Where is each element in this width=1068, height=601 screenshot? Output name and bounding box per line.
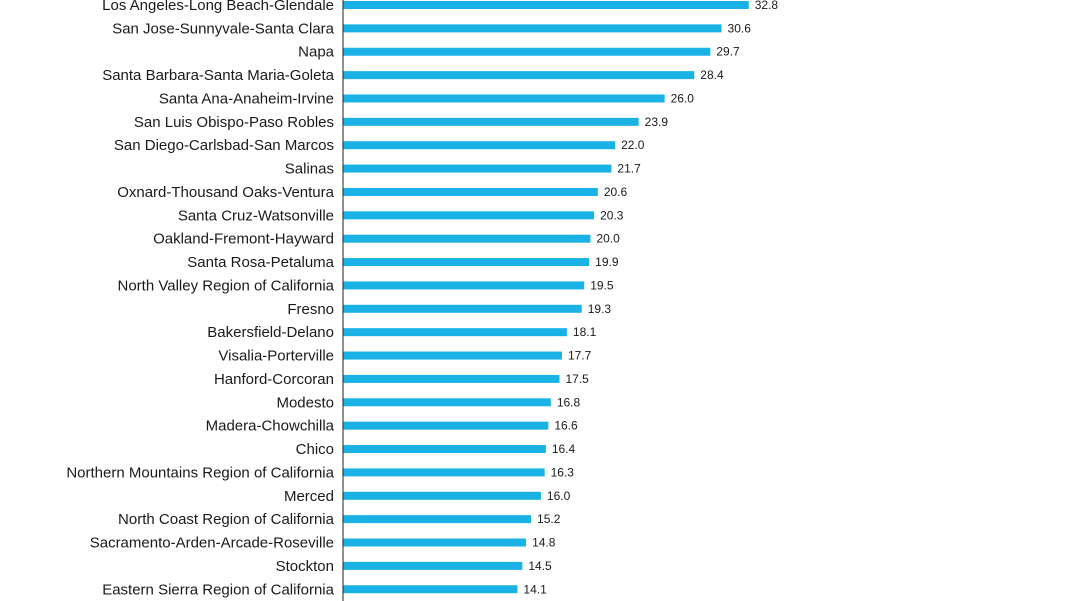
bar [343, 187, 598, 196]
bar [343, 304, 582, 313]
category-label: Fresno [287, 301, 334, 318]
bar [343, 491, 541, 500]
value-label: 26.0 [671, 91, 695, 105]
value-label: 19.9 [595, 255, 619, 269]
bar [343, 585, 518, 594]
category-label: Salinas [285, 161, 334, 178]
value-label: 16.4 [552, 442, 576, 456]
bar [343, 1, 749, 9]
category-label: Eastern Sierra Region of California [102, 581, 334, 598]
value-label: 14.1 [523, 582, 547, 596]
value-label: 28.4 [700, 68, 724, 82]
bar [343, 211, 595, 220]
category-label: Modesto [276, 394, 334, 411]
bar [343, 328, 567, 337]
bar [343, 515, 532, 524]
bar [343, 141, 616, 150]
value-label: 20.0 [596, 232, 620, 246]
category-label: Los Angeles-Long Beach-Glendale [102, 0, 334, 14]
bar [343, 24, 722, 33]
value-label: 14.8 [532, 536, 556, 550]
bar [343, 117, 639, 126]
category-label: Northern Mountains Region of California [66, 464, 334, 481]
value-label: 17.5 [565, 372, 589, 386]
value-label: 16.3 [551, 465, 575, 479]
bar [343, 351, 562, 360]
category-label: Santa Barbara-Santa Maria-Goleta [102, 67, 334, 84]
category-label: Napa [298, 44, 335, 61]
value-label: 18.1 [573, 325, 597, 339]
category-labels-layer: Los Angeles-Long Beach-Glendale San Jose-… [66, 0, 334, 598]
category-label: North Coast Region of California [118, 511, 335, 528]
category-label: Stockton [276, 558, 334, 575]
bar [343, 398, 551, 407]
category-label: Oakland-Fremont-Hayward [153, 231, 334, 248]
bar [343, 468, 545, 477]
category-label: North Valley Region of California [118, 277, 335, 294]
bar [343, 538, 527, 547]
value-label: 23.9 [645, 115, 669, 129]
category-label: Santa Rosa-Petaluma [187, 254, 334, 271]
bar [343, 94, 665, 103]
category-label: Chico [296, 441, 334, 458]
category-label: San Luis Obispo-Paso Robles [134, 114, 334, 131]
bar [343, 47, 711, 56]
bar [343, 164, 612, 173]
category-label: Santa Ana-Anaheim-Irvine [159, 90, 334, 107]
category-label: San Diego-Carlsbad-San Marcos [114, 137, 334, 154]
bar [343, 421, 549, 430]
bar [343, 281, 585, 290]
value-label: 20.6 [604, 185, 628, 199]
value-label: 15.2 [537, 512, 561, 526]
value-labels-layer: 32.830.6 29.7 28.4 26.023.922.0 21.7 20.6 20.3… [523, 0, 778, 596]
category-label: San Jose-Sunnyvale-Santa Clara [112, 20, 334, 37]
category-label: Oxnard-Thousand Oaks-Ventura [117, 184, 334, 201]
category-label: Santa Cruz-Watsonville [178, 207, 334, 224]
value-label: 30.6 [728, 21, 752, 35]
value-label: 16.0 [547, 489, 571, 503]
category-label: Sacramento-Arden-Arcade-Roseville [90, 535, 334, 552]
category-label: Visalia-Porterville [218, 348, 334, 365]
bars-layer [343, 1, 749, 594]
value-label: 22.0 [621, 138, 645, 152]
value-label: 20.3 [600, 208, 624, 222]
bar [343, 445, 546, 454]
category-label: Hanford-Corcoran [214, 371, 334, 388]
value-label: 29.7 [716, 45, 740, 59]
category-label: Bakersfield-Delano [207, 324, 334, 341]
value-label: 19.5 [590, 278, 614, 292]
value-label: 32.8 [755, 0, 779, 12]
bar [343, 374, 560, 383]
bar [343, 71, 695, 80]
bar [343, 561, 523, 570]
value-label: 19.3 [588, 302, 612, 316]
bar [343, 258, 590, 267]
value-label: 16.8 [557, 395, 581, 409]
value-label: 14.5 [528, 559, 552, 573]
value-label: 17.7 [568, 349, 592, 363]
category-label: Madera-Chowchilla [206, 418, 335, 435]
value-label: 21.7 [617, 162, 641, 176]
value-label: 16.6 [554, 419, 578, 433]
bar [343, 234, 591, 243]
category-label: Merced [284, 488, 334, 505]
